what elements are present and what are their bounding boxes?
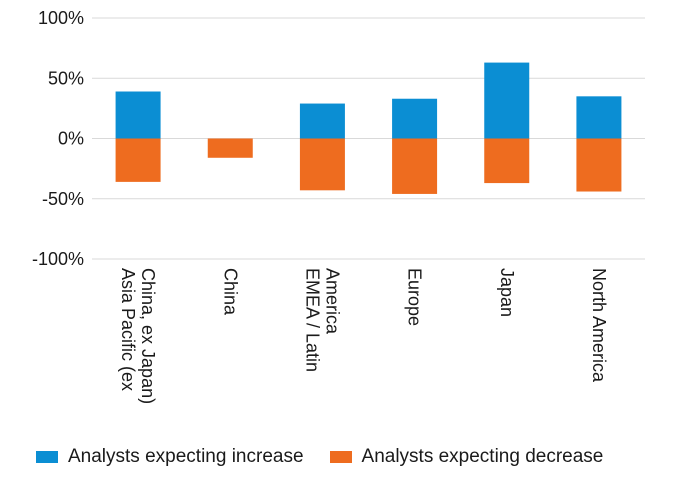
- x-tick-label-line: Europe: [405, 268, 425, 326]
- bar-decrease: [299, 138, 345, 191]
- x-tick-label-line: China, ex Japan): [138, 268, 158, 404]
- x-tick-label-line: Asia Pacific (ex: [118, 268, 138, 391]
- gridlines: [92, 17, 645, 260]
- x-tick-label-line: China: [220, 268, 240, 316]
- bar-increase: [576, 96, 622, 139]
- y-tick-label: 50%: [48, 68, 84, 88]
- legend-swatch-decrease: [329, 451, 352, 463]
- chart-plot: 100%50%0%-50%-100% Asia Pacific (ex China…: [32, 8, 645, 404]
- x-tick-label-line: America: [322, 268, 342, 335]
- bar-increase: [484, 62, 530, 139]
- x-tick-label: China: [220, 268, 240, 316]
- x-tick-label: Europe: [405, 268, 425, 326]
- x-tick-label-line: EMEA / Latin: [302, 268, 322, 372]
- x-tick-label: North America: [589, 268, 609, 383]
- legend: Analysts expecting increase Analysts exp…: [36, 446, 629, 468]
- bar-decrease: [576, 138, 622, 192]
- bar-decrease: [207, 138, 253, 158]
- x-axis: Asia Pacific (ex China, ex Japan) China EME…: [118, 268, 609, 404]
- legend-item-decrease: Analysts expecting decrease: [329, 446, 604, 468]
- y-tick-label: 0%: [58, 129, 84, 149]
- x-tick-label-line: Japan: [497, 268, 517, 317]
- bars: [115, 62, 622, 194]
- legend-label-decrease: Analysts expecting decrease: [361, 446, 604, 467]
- x-tick-label: Japan: [497, 268, 517, 317]
- y-tick-label: -100%: [32, 249, 84, 269]
- bar-increase: [392, 98, 438, 139]
- legend-item-increase: Analysts expecting increase: [36, 446, 304, 468]
- x-tick-label-line: North America: [589, 268, 609, 383]
- bar-decrease: [115, 138, 161, 182]
- x-tick-label: EMEA / Latin America: [302, 268, 342, 372]
- bar-increase: [299, 103, 345, 139]
- y-tick-label: -50%: [42, 189, 84, 209]
- bar-increase: [115, 91, 161, 139]
- x-tick-label: Asia Pacific (ex China, ex Japan): [118, 268, 158, 404]
- legend-label-increase: Analysts expecting increase: [68, 446, 304, 467]
- bar-decrease: [392, 138, 438, 194]
- y-tick-label: 100%: [38, 8, 84, 28]
- y-axis: 100% 50% 0% -50% -100%: [32, 8, 84, 269]
- legend-swatch-increase: [36, 451, 58, 463]
- bar-decrease: [484, 138, 530, 184]
